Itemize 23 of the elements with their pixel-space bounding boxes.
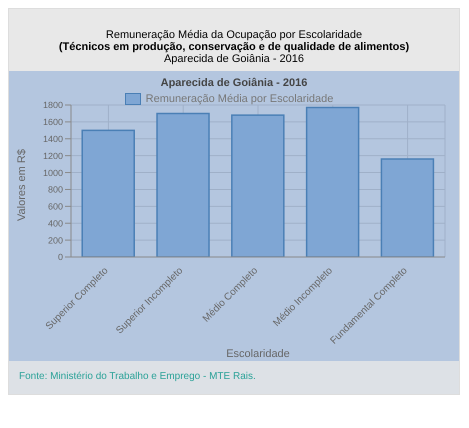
y-tick-label: 800 — [48, 184, 63, 195]
source-note: Fonte: Ministério do Trabalho e Emprego - MTE Rais. — [9, 361, 459, 394]
text: Aparecida de Goiânia - 2016 — [160, 77, 308, 89]
x-axis-title: Escolaridade — [226, 348, 290, 360]
y-tick-label: 200 — [48, 235, 63, 246]
y-tick-label: 600 — [48, 202, 63, 212]
text: Aparecida de Goiânia - 2016 — [162, 53, 306, 65]
bar — [306, 106, 360, 257]
legend-label: Remuneração Média por Escolaridade — [146, 93, 334, 105]
y-tick-label: 1000 — [42, 168, 63, 178]
y-tick-label: 0 — [58, 252, 63, 262]
y-tick-label: 400 — [48, 218, 63, 228]
y-axis-title: Valores em R$ — [16, 149, 28, 221]
chart-title: Remuneração Média da Ocupação por Escolaridade — [104, 29, 364, 41]
y-tick-label: 1400 — [42, 134, 63, 144]
bar — [156, 112, 210, 257]
y-tick-label: 1800 — [42, 100, 63, 110]
bar — [81, 130, 135, 257]
y-tick-label: 1600 — [42, 117, 63, 128]
bar — [231, 114, 285, 257]
bar — [380, 158, 434, 257]
y-tick-label: 1200 — [42, 150, 63, 161]
chart-subtitle: (Técnicos em produção, conservação e de qualidade de alimentos) — [58, 41, 410, 53]
